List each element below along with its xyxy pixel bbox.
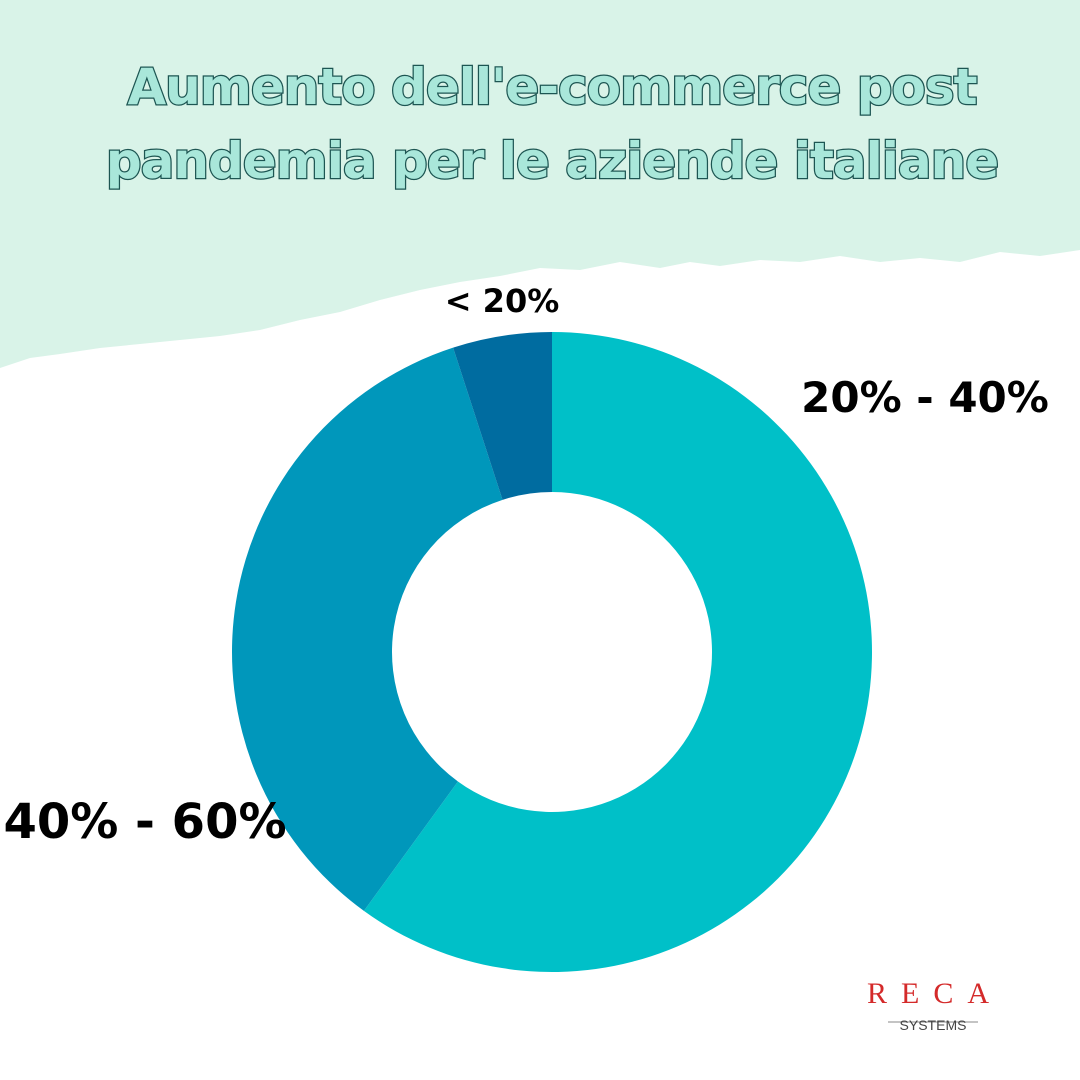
slice-label: 40% - 60% (3, 794, 286, 850)
paper-header (0, 0, 1080, 368)
logo-sub: SYSTEMS (900, 1017, 967, 1033)
slice (232, 347, 503, 911)
chart-title: pandemia per le aziende italiane (106, 132, 998, 190)
slice-label: 20% - 40% (801, 373, 1049, 422)
donut (232, 332, 872, 972)
slice (363, 332, 872, 972)
logo-mark: RECA (867, 977, 1003, 1010)
slice-label: < 20% (445, 282, 560, 320)
labels: 20% - 40% 40% - 60% < 20% (3, 282, 1048, 850)
logo: RECA SYSTEMS (867, 977, 1003, 1033)
chart-title: Aumento dell'e-commerce post (127, 58, 976, 116)
slice (453, 332, 552, 500)
